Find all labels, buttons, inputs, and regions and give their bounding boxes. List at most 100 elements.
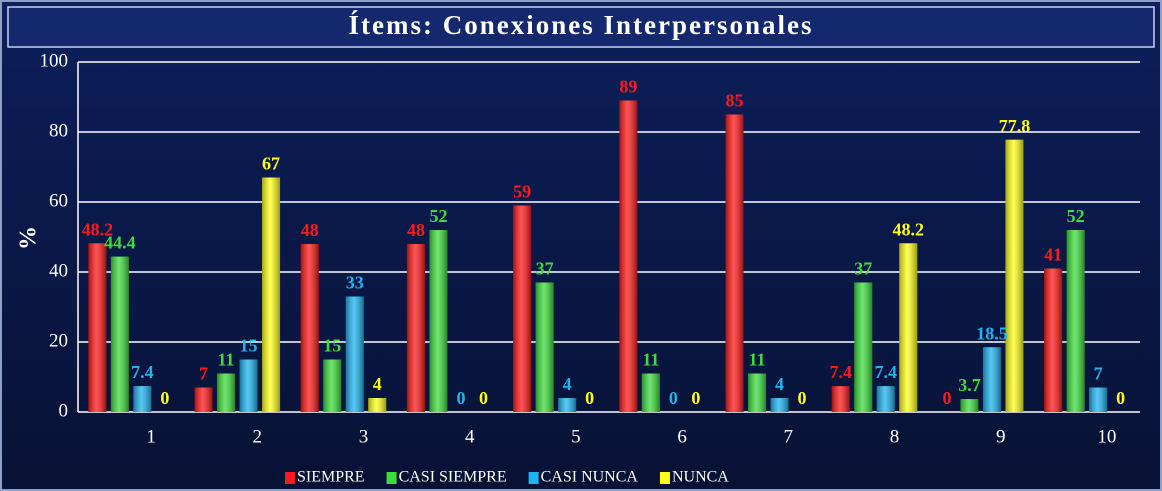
x-tick-label: 1 [146, 426, 156, 447]
bar-shade [345, 296, 364, 412]
data-label: 52 [429, 206, 447, 226]
bar-shade [194, 387, 213, 412]
bar-shade [899, 243, 918, 412]
data-label: 48.2 [893, 219, 925, 239]
data-label: 0 [585, 388, 594, 408]
data-label: 3.7 [958, 375, 981, 395]
bar-shade [1089, 387, 1108, 412]
data-label: 11 [642, 350, 659, 370]
x-tick-label: 10 [1097, 426, 1116, 447]
data-label: 0 [479, 388, 488, 408]
data-label: 48 [407, 220, 425, 240]
x-tick-label: 6 [677, 426, 687, 447]
data-label: 52 [1067, 206, 1085, 226]
bar-shade [876, 386, 895, 412]
y-tick-label: 20 [49, 330, 68, 351]
legend-label: CASI NUNCA [541, 469, 639, 486]
bar-shade [88, 243, 107, 412]
data-label: 11 [218, 350, 235, 370]
data-label: 15 [240, 336, 258, 356]
bar-shade [1066, 230, 1085, 412]
legend-label: CASI SIEMPRE [399, 469, 507, 486]
data-label: 7.4 [830, 362, 853, 382]
bar-shade [406, 244, 425, 412]
x-tick-label: 5 [571, 426, 581, 447]
bar-shade [368, 398, 387, 412]
data-label: 59 [513, 182, 531, 202]
y-tick-label: 0 [59, 400, 69, 421]
data-label: 48.2 [82, 219, 114, 239]
bar-shade [133, 386, 152, 412]
bar-shade [1005, 139, 1024, 412]
bar-shade [300, 244, 319, 412]
bar-shade [960, 399, 979, 412]
y-axis-label: % [16, 226, 42, 250]
data-label: 44.4 [104, 233, 136, 253]
data-label: 0 [691, 388, 700, 408]
data-label: 7.4 [131, 362, 154, 382]
y-tick-label: 80 [49, 120, 68, 141]
bar-shade [982, 347, 1001, 412]
title-box [7, 6, 1155, 48]
data-label: 0 [669, 388, 678, 408]
data-label: 11 [749, 350, 766, 370]
data-label: 0 [1116, 388, 1125, 408]
x-tick-label: 2 [253, 426, 263, 447]
bar-shade [641, 373, 660, 412]
bar-shade [323, 359, 342, 412]
bar-shade [239, 359, 258, 412]
data-label: 37 [536, 259, 554, 279]
data-label: 0 [798, 388, 807, 408]
x-tick-label: 7 [784, 426, 794, 447]
data-label: 85 [726, 91, 744, 111]
data-label: 48 [301, 220, 319, 240]
data-label: 77.8 [999, 116, 1031, 136]
bar-shade [725, 114, 744, 412]
bar-shade [770, 398, 789, 412]
data-label: 89 [619, 77, 637, 97]
x-tick-label: 8 [890, 426, 900, 447]
data-label: 0 [160, 388, 169, 408]
legend-label: NUNCA [672, 469, 729, 486]
data-label: 7 [1094, 364, 1103, 384]
data-label: 67 [262, 154, 280, 174]
legend-label: SIEMPRE [297, 469, 365, 486]
y-tick-label: 40 [49, 260, 68, 281]
x-tick-label: 4 [465, 426, 475, 447]
x-tick-label: 3 [359, 426, 369, 447]
bar-shade [558, 398, 577, 412]
bar-shade [1044, 268, 1063, 412]
data-label: 4 [373, 374, 382, 394]
y-tick-label: 100 [40, 50, 69, 71]
bar-shade [854, 282, 873, 412]
legend-swatch [285, 472, 295, 484]
bar-shade [262, 177, 281, 412]
legend-swatch [386, 472, 397, 484]
bar-shade [748, 373, 767, 412]
bar-shade [831, 386, 850, 412]
bar-shade [110, 256, 129, 412]
chart-title: Ítems: Conexiones Interpersonales [349, 10, 814, 40]
data-label: 7.4 [875, 362, 898, 382]
data-label: 18.5 [976, 323, 1008, 343]
legend-swatch [528, 472, 539, 484]
data-label: 0 [456, 388, 465, 408]
data-label: 4 [775, 374, 784, 394]
bar-shade [619, 100, 638, 412]
x-tick-label: 9 [996, 426, 1006, 447]
data-label: 37 [854, 259, 872, 279]
data-label: 4 [563, 374, 572, 394]
y-tick-label: 60 [49, 190, 68, 211]
bar-shade [535, 282, 554, 412]
bar-shade [217, 373, 236, 412]
data-label: 15 [323, 336, 341, 356]
data-label: 7 [199, 364, 208, 384]
bar-shade [429, 230, 448, 412]
legend-swatch [659, 472, 670, 484]
bar-shade [513, 205, 532, 412]
data-label: 41 [1044, 245, 1062, 265]
data-label: 33 [346, 273, 364, 293]
data-label: 0 [942, 388, 951, 408]
